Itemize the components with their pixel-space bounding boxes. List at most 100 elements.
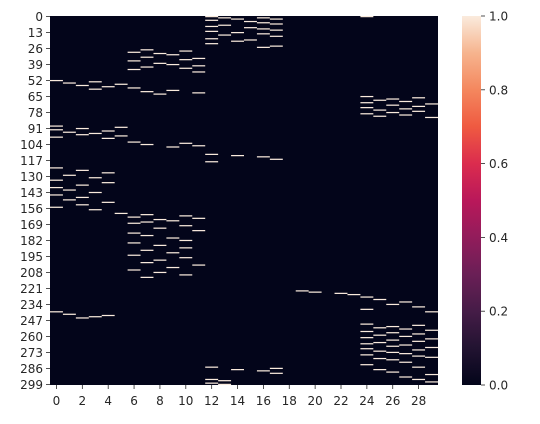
heatmap-cell: [192, 230, 206, 232]
heatmap-cell: [231, 369, 244, 371]
heatmap-cell: [412, 366, 426, 368]
heatmap-cell: [179, 59, 193, 61]
heatmap-cell: [192, 92, 206, 94]
y-tick-label: 143: [20, 186, 43, 200]
heatmap-cell: [153, 259, 167, 261]
heatmap-cell: [373, 99, 387, 101]
heatmap-cell: [399, 361, 413, 363]
heatmap-cell: [412, 306, 426, 308]
heatmap-cell: [50, 79, 63, 82]
heatmap-cell: [360, 296, 374, 298]
heatmap-cell: [386, 98, 400, 100]
heatmap-cell: [412, 105, 426, 108]
heatmap-cell: [399, 328, 413, 330]
heatmap-cell: [399, 335, 413, 338]
heatmap-cell: [166, 63, 180, 66]
heatmap-cell: [179, 239, 193, 242]
heatmap-cell: [101, 137, 115, 139]
x-tick-label: 28: [411, 394, 426, 408]
heatmap-cell: [127, 242, 141, 244]
heatmap-cell: [360, 337, 374, 339]
heatmap-cell: [386, 351, 400, 354]
heatmap-cell: [425, 116, 438, 119]
colorbar-tick-label: 0.6: [489, 157, 508, 171]
heatmap-cell: [231, 154, 244, 157]
y-tick-label: 117: [20, 154, 43, 168]
heatmap-cell: [256, 156, 270, 158]
heatmap-cell: [179, 215, 193, 217]
heatmap-cell: [373, 357, 387, 360]
heatmap-cell: [205, 378, 219, 381]
heatmap-cell: [360, 95, 374, 98]
heatmap-cell: [50, 194, 63, 196]
x-tick-label: 16: [256, 394, 271, 408]
heatmap-cell: [373, 334, 387, 336]
heatmap-cell: [360, 113, 374, 115]
heatmap-cell: [412, 110, 426, 112]
heatmap-cell: [412, 378, 426, 381]
heatmap-cell: [386, 371, 400, 373]
heatmap-cell: [360, 107, 374, 109]
heatmap-cell: [127, 269, 141, 271]
heatmap-cell: [101, 172, 115, 174]
y-tick-label: 52: [28, 74, 43, 88]
heatmap-cell: [50, 206, 63, 208]
heatmap-cell: [127, 232, 141, 234]
heatmap-cell: [88, 132, 102, 135]
heatmap-cell: [101, 182, 115, 184]
heatmap-cell: [360, 343, 374, 345]
heatmap-cell: [244, 20, 257, 23]
heatmap-cell: [373, 115, 387, 117]
heatmap-cell: [140, 49, 154, 51]
heatmap-cell: [399, 114, 413, 116]
heatmap-cell: [114, 135, 128, 137]
heatmap-cell: [166, 220, 180, 222]
heatmap-cell: [425, 338, 438, 340]
heatmap-cell: [62, 189, 76, 191]
heatmap-cell: [153, 271, 167, 274]
heatmap-cell: [256, 33, 270, 35]
heatmap-cell: [140, 262, 154, 264]
x-tick-label: 0: [53, 394, 61, 408]
heatmap-cell: [166, 252, 180, 254]
heatmap-cell: [256, 17, 270, 19]
heatmap-cell: [140, 214, 154, 216]
heatmap-cell: [256, 46, 270, 48]
heatmap-cell: [347, 293, 361, 296]
heatmap-cell: [88, 316, 102, 318]
heatmap-cell: [75, 317, 89, 319]
heatmap-cell: [101, 201, 115, 203]
heatmap-cell: [425, 356, 438, 358]
heatmap-cell: [373, 341, 387, 344]
heatmap-cell: [140, 91, 154, 93]
heatmap-cell: [88, 209, 102, 211]
x-axis: 0 2 4 6 8 10 12 14 16 18 20 22 24 26 28: [53, 385, 426, 408]
heatmap-cell: [114, 126, 128, 128]
heatmap-cell: [425, 311, 438, 313]
heatmap-cell: [179, 225, 193, 227]
heatmap-cell: [412, 333, 426, 335]
y-tick-label: 13: [28, 26, 43, 40]
heatmap-cell: [412, 340, 426, 342]
heatmap-cell: [269, 158, 283, 160]
heatmap-cell: [269, 45, 283, 47]
heatmap-cell: [425, 103, 438, 105]
y-tick-label: 299: [20, 378, 43, 392]
heatmap-cell: [50, 129, 63, 131]
heatmap-cell: [153, 227, 167, 229]
heatmap-cell: [425, 373, 438, 376]
heatmap-cell: [360, 102, 374, 104]
heatmap-cell: [360, 354, 374, 356]
y-tick-label: 195: [20, 250, 43, 264]
y-tick-label: 91: [28, 122, 43, 136]
colorbar: [462, 16, 481, 385]
heatmap-cell: [62, 313, 76, 315]
colorbar-tick-label: 1.0: [489, 10, 508, 24]
heatmap-cell: [373, 327, 387, 329]
heatmap-cell: [127, 141, 141, 143]
heatmap-cell: [114, 212, 128, 215]
heatmap-cell: [127, 60, 141, 62]
heatmap-cell: [127, 87, 141, 89]
heatmap-cell: [166, 146, 180, 148]
heatmap-cell: [373, 109, 387, 111]
